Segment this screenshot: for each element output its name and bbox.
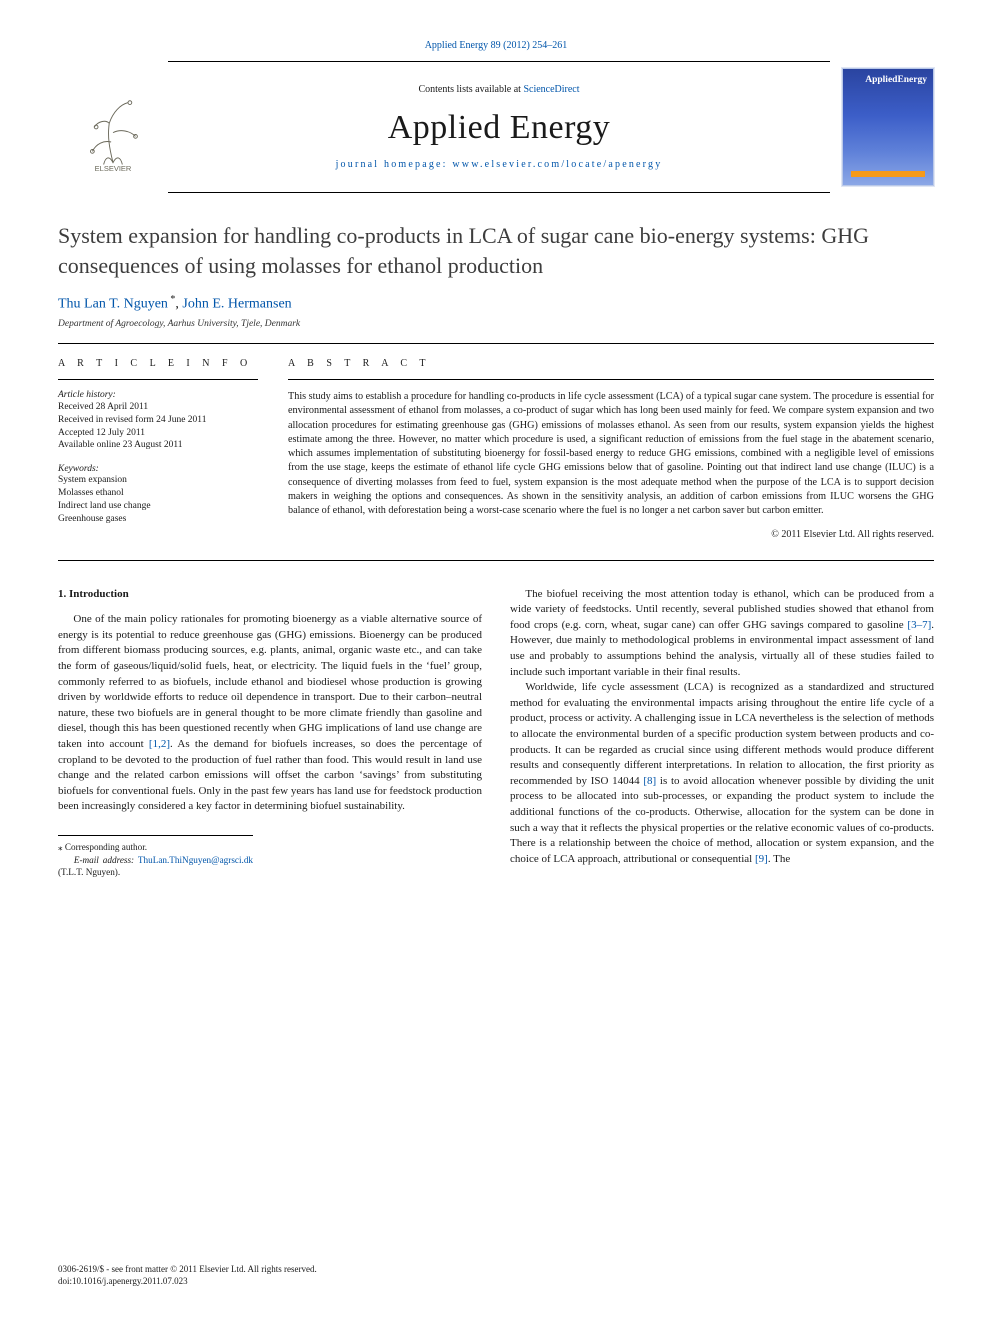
- keyword-item: Indirect land use change: [58, 500, 258, 513]
- publisher-logo-text: ELSEVIER: [95, 164, 132, 172]
- author-1[interactable]: Thu Lan T. Nguyen: [58, 297, 168, 312]
- masthead-center: Contents lists available at ScienceDirec…: [168, 61, 830, 193]
- author-affiliation: Department of Agroecology, Aarhus Univer…: [58, 319, 934, 329]
- journal-masthead: ELSEVIER Contents lists available at Sci…: [58, 61, 934, 193]
- abstract-copyright: © 2011 Elsevier Ltd. All rights reserved…: [288, 529, 934, 540]
- email-footnote: E-mail address: ThuLan.ThiNguyen@agrsci.…: [58, 854, 253, 879]
- keyword-item: System expansion: [58, 474, 258, 487]
- footnotes: Corresponding author. E-mail address: Th…: [58, 835, 253, 878]
- page-footer: 0306-2619/$ - see front matter © 2011 El…: [58, 1263, 317, 1287]
- section-heading-introduction: 1. Introduction: [58, 587, 482, 603]
- journal-name: Applied Energy: [388, 109, 611, 147]
- author-2[interactable]: John E. Hermansen: [182, 297, 291, 312]
- publisher-logo: ELSEVIER: [58, 61, 168, 193]
- citation-link[interactable]: [9]: [755, 853, 768, 865]
- citation-link[interactable]: [1,2]: [149, 738, 170, 750]
- keywords-label: Keywords:: [58, 464, 258, 474]
- history-item: Accepted 12 July 2011: [58, 427, 258, 440]
- doi-line: doi:10.1016/j.apenergy.2011.07.023: [58, 1275, 317, 1287]
- abstract-text: This study aims to establish a procedure…: [288, 390, 934, 519]
- front-matter-line: 0306-2619/$ - see front matter © 2011 El…: [58, 1263, 317, 1275]
- history-item: Received 28 April 2011: [58, 401, 258, 414]
- history-item: Available online 23 August 2011: [58, 439, 258, 452]
- masthead-right: AppliedEnergy: [830, 61, 934, 193]
- journal-cover-thumbnail[interactable]: AppliedEnergy: [842, 68, 934, 186]
- article-body: 1. Introduction One of the main policy r…: [58, 587, 934, 879]
- divider-rule: [58, 560, 934, 561]
- contents-available-prefix: Contents lists available at: [418, 84, 523, 95]
- authors: Thu Lan T. Nguyen *, John E. Hermansen: [58, 294, 934, 313]
- top-citation: Applied Energy 89 (2012) 254–261: [58, 40, 934, 51]
- citation-link[interactable]: [3–7]: [907, 619, 931, 631]
- corresponding-marker: *: [168, 294, 176, 305]
- sciencedirect-link[interactable]: ScienceDirect: [523, 84, 579, 95]
- corresponding-author-note: Corresponding author.: [58, 841, 253, 853]
- article-info-block: A R T I C L E I N F O Article history: R…: [58, 358, 258, 540]
- citation-link[interactable]: [8]: [643, 775, 656, 787]
- abstract-block: A B S T R A C T This study aims to estab…: [288, 358, 934, 540]
- journal-homepage-link[interactable]: journal homepage: www.elsevier.com/locat…: [336, 159, 663, 170]
- article-history-label: Article history:: [58, 390, 258, 400]
- article-meta-row: A R T I C L E I N F O Article history: R…: [58, 358, 934, 540]
- keyword-item: Molasses ethanol: [58, 487, 258, 500]
- abstract-label: A B S T R A C T: [288, 358, 934, 369]
- body-paragraph: Worldwide, life cycle assessment (LCA) i…: [510, 680, 934, 867]
- keyword-item: Greenhouse gases: [58, 513, 258, 526]
- top-citation-link[interactable]: Applied Energy 89 (2012) 254–261: [425, 40, 568, 51]
- history-item: Received in revised form 24 June 2011: [58, 414, 258, 427]
- contents-available: Contents lists available at ScienceDirec…: [418, 84, 579, 95]
- cover-accent: [851, 171, 925, 177]
- elsevier-tree-icon: ELSEVIER: [75, 82, 151, 172]
- body-paragraph: One of the main policy rationales for pr…: [58, 612, 482, 815]
- email-person: (T.L.T. Nguyen).: [58, 867, 120, 877]
- article-title: System expansion for handling co-product…: [58, 221, 934, 280]
- article-info-label: A R T I C L E I N F O: [58, 358, 258, 369]
- journal-homepage: journal homepage: www.elsevier.com/locat…: [336, 159, 663, 170]
- email-label: E-mail address:: [74, 855, 134, 865]
- divider-rule: [58, 343, 934, 344]
- corresponding-email-link[interactable]: ThuLan.ThiNguyen@agrsci.dk: [138, 855, 253, 865]
- body-paragraph: The biofuel receiving the most attention…: [510, 587, 934, 681]
- cover-title: AppliedEnergy: [865, 75, 927, 85]
